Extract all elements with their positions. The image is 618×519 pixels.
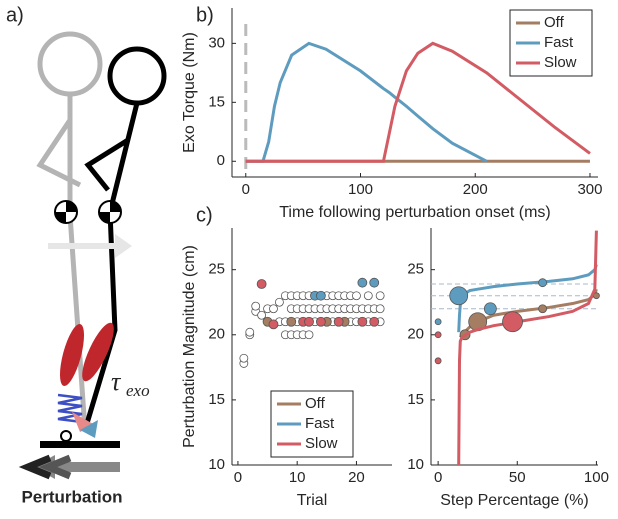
ankle: [60, 430, 72, 442]
legend-label: Slow: [305, 435, 338, 452]
y-tick-label: 0: [217, 152, 225, 169]
data-point: [375, 304, 385, 314]
x-axis-label: Time following perturbation onset (ms): [279, 204, 551, 221]
head: [107, 46, 167, 106]
black-figure: [82, 102, 140, 431]
data-point: [245, 327, 255, 337]
motion-arrow: [48, 234, 132, 258]
data-point: [257, 310, 267, 320]
data-point: [315, 290, 326, 301]
y-tick-label: 25: [407, 261, 424, 278]
data-point: [269, 304, 278, 314]
x-tick-label: 100: [584, 469, 609, 486]
x-tick-label: 200: [463, 181, 488, 198]
y-tick-label: 20: [208, 326, 225, 343]
y-tick-label: 10: [208, 456, 225, 473]
series-line: [245, 41, 591, 163]
tau-subscript: exo: [126, 381, 150, 400]
legend-box: [270, 390, 354, 458]
panel-label: b): [196, 4, 214, 26]
hip-marker: [55, 201, 77, 223]
data-point: [449, 286, 469, 306]
hip-marker: [99, 201, 121, 223]
y-tick-label: 15: [208, 93, 225, 110]
data-point: [275, 297, 284, 307]
perturbation-arrow: [18, 454, 52, 480]
data-point: [357, 316, 368, 327]
data-point: [502, 311, 523, 333]
data-point: [434, 357, 442, 365]
x-tick-label: 20: [348, 469, 365, 486]
x-axis-label: Trial: [297, 492, 328, 509]
data-point: [434, 318, 442, 326]
y-axis-label: Exo Torque (Nm): [181, 32, 198, 153]
data-point: [286, 316, 297, 327]
head: [37, 31, 103, 97]
data-point: [538, 278, 547, 288]
data-point: [434, 331, 442, 339]
data-point: [369, 277, 380, 288]
data-point: [333, 316, 344, 327]
series-line: [457, 230, 598, 466]
series-line: [245, 41, 488, 163]
platform: [40, 441, 120, 448]
perturbation-label: Perturbation: [21, 487, 122, 506]
tau-symbol: τ: [111, 367, 122, 396]
x-tick-label: 50: [509, 469, 526, 486]
legend-label: Fast: [544, 34, 574, 51]
data-point: [538, 304, 547, 314]
y-axis-label: Perturbation Magnitude (cm): [181, 245, 198, 448]
x-tick-label: 0: [434, 469, 442, 486]
y-tick-label: 15: [208, 391, 225, 408]
data-point: [268, 319, 279, 330]
data-point: [304, 330, 314, 340]
data-point: [352, 291, 361, 301]
panel-label: c): [196, 204, 213, 226]
chart: 10 15 20 25 0 50 100 Step Percentage (%): [407, 228, 609, 509]
data-point: [375, 291, 385, 301]
y-tick-label: 15: [407, 391, 424, 408]
x-tick-label: 0: [242, 181, 250, 198]
x-tick-label: 100: [348, 181, 373, 198]
torque-arrow: [80, 420, 98, 438]
x-tick-label: 10: [289, 469, 306, 486]
x-axis-label: Step Percentage (%): [440, 492, 589, 509]
data-point: [315, 316, 326, 327]
legend-label: Fast: [305, 415, 335, 432]
legend-label: Off: [544, 14, 565, 31]
x-tick-label: 300: [577, 181, 602, 198]
data-point: [369, 316, 380, 327]
panel-label: a): [6, 4, 24, 26]
y-tick-label: 10: [407, 456, 424, 473]
perturbation-arrow: [38, 454, 72, 480]
legend-label: Slow: [544, 54, 577, 71]
legend-box: [509, 9, 593, 77]
data-point: [251, 301, 261, 311]
y-tick-label: 25: [208, 261, 225, 278]
chart: c) 10 15 20 25 0 10 20 Trial Perturbation Magnitu…: [181, 204, 392, 509]
data-point: [239, 353, 249, 363]
x-tick-label: 0: [234, 469, 242, 486]
spring: [57, 393, 83, 424]
data-point: [483, 302, 497, 316]
y-tick-label: 20: [407, 326, 424, 343]
data-point: [304, 316, 314, 327]
legend-label: Off: [305, 395, 326, 412]
schematic: a) τ exo Perturbation: [6, 4, 167, 506]
y-tick-label: 30: [208, 34, 225, 51]
data-point: [363, 291, 373, 301]
muscle: [59, 324, 85, 386]
data-point: [256, 279, 267, 289]
data-point: [357, 277, 368, 288]
muscle: [82, 322, 114, 382]
